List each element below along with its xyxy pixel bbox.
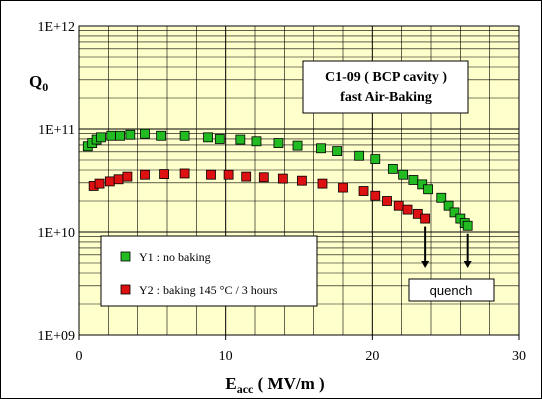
- y-tick-label: 1E+10: [38, 226, 75, 241]
- y1-data-point: [214, 134, 225, 144]
- x-tick-label: 20: [365, 349, 379, 364]
- quench-label-box: [408, 278, 495, 302]
- y2-data-point: [104, 176, 115, 187]
- y1-data-point: [179, 130, 190, 141]
- y1-data-point: [203, 132, 213, 143]
- y1-data-point: [140, 128, 150, 139]
- y2-data-point: [140, 169, 150, 180]
- y1-data-point: [235, 134, 246, 145]
- y-tick-label: 1E+09: [38, 329, 75, 344]
- y1-data-point: [443, 200, 454, 211]
- y2-data-point: [370, 190, 381, 201]
- series-y2-baking: [88, 168, 431, 224]
- x-axis-label-sub: acc: [237, 382, 254, 396]
- y1-data-point: [251, 136, 262, 147]
- legend-label-y1: Y1 : no baking: [139, 250, 211, 264]
- y2-data-point: [402, 204, 413, 215]
- y2-data-point: [179, 168, 190, 179]
- quench-arrows: [421, 226, 472, 268]
- legend-frame: [100, 235, 318, 307]
- x-axis-ticks: 0 10 20 30: [76, 335, 526, 364]
- y1-data-point: [115, 130, 125, 141]
- title-box: C1-09 ( BCP cavity ) fast Air-Baking: [302, 60, 469, 114]
- y-tick-label: 1E+11: [38, 123, 75, 138]
- y2-data-point: [223, 169, 234, 180]
- y2-data-point: [382, 196, 392, 206]
- y-axis-label: Q0: [29, 72, 48, 94]
- y1-data-point: [332, 146, 343, 157]
- y2-data-point: [258, 172, 269, 183]
- x-tick-label: 30: [512, 349, 526, 364]
- quench-annotation: quench: [408, 226, 495, 302]
- x-tick-label: 0: [76, 349, 83, 364]
- y2-data-point: [393, 200, 404, 211]
- y1-data-point: [316, 143, 326, 154]
- y-axis-label-main: Q: [29, 72, 42, 91]
- y2-data-point: [122, 171, 133, 182]
- y1-data-point: [398, 169, 409, 180]
- y2-data-point: [206, 169, 216, 180]
- y-axis-label-sub: 0: [42, 80, 48, 94]
- plot-border: [78, 25, 520, 336]
- y1-data-point: [156, 130, 167, 141]
- x-tick-label: 10: [219, 349, 233, 364]
- y2-data-point: [94, 178, 105, 189]
- y1-data-point: [106, 130, 117, 141]
- y1-data-point: [273, 138, 284, 148]
- y2-data-point: [297, 175, 307, 186]
- x-axis-label-unit: ( MV/m ): [253, 374, 324, 393]
- y1-data-point: [96, 132, 106, 143]
- title-box-line2: fast Air-Baking: [340, 90, 432, 105]
- y2-data-point: [241, 171, 252, 182]
- y1-data-point: [408, 175, 419, 185]
- y1-data-point: [354, 150, 365, 161]
- legend-label-y2: Y2 : baking 145 °C / 3 hours: [139, 283, 278, 297]
- y1-data-point: [387, 163, 398, 174]
- y1-data-point: [436, 192, 447, 203]
- legend-marker-y1: [120, 251, 131, 262]
- y2-data-point: [338, 182, 348, 193]
- y-tick-label: 1E+12: [38, 20, 75, 35]
- y1-data-point: [449, 207, 460, 218]
- quench-label: quench: [430, 283, 473, 298]
- title-box-line1: C1-09 ( BCP cavity ): [325, 70, 447, 85]
- legend-marker-y2: [120, 284, 131, 295]
- y1-data-point: [292, 140, 303, 151]
- y2-data-point: [317, 178, 328, 189]
- quench-arrow-head: [421, 261, 430, 268]
- y2-data-point: [277, 173, 288, 184]
- y1-data-point: [125, 129, 136, 140]
- y2-data-point: [159, 169, 169, 179]
- quench-arrow-head: [463, 261, 472, 268]
- y2-data-point: [358, 186, 369, 196]
- x-axis-label-main: E: [225, 374, 236, 393]
- y2-data-point: [420, 213, 431, 224]
- y-axis-ticks: 1E+09 1E+10 1E+11 1E+12: [38, 20, 75, 344]
- y1-data-point: [370, 154, 381, 165]
- x-axis-label: Eacc ( MV/m ): [225, 374, 324, 396]
- y1-data-point: [423, 184, 433, 195]
- y1-data-point: [462, 220, 473, 231]
- legend: Y1 : no baking Y2 : baking 145 °C / 3 ho…: [100, 235, 318, 307]
- y2-data-point: [113, 174, 124, 185]
- series-y1-no-baking: [82, 128, 473, 231]
- title-box-frame: [302, 60, 469, 114]
